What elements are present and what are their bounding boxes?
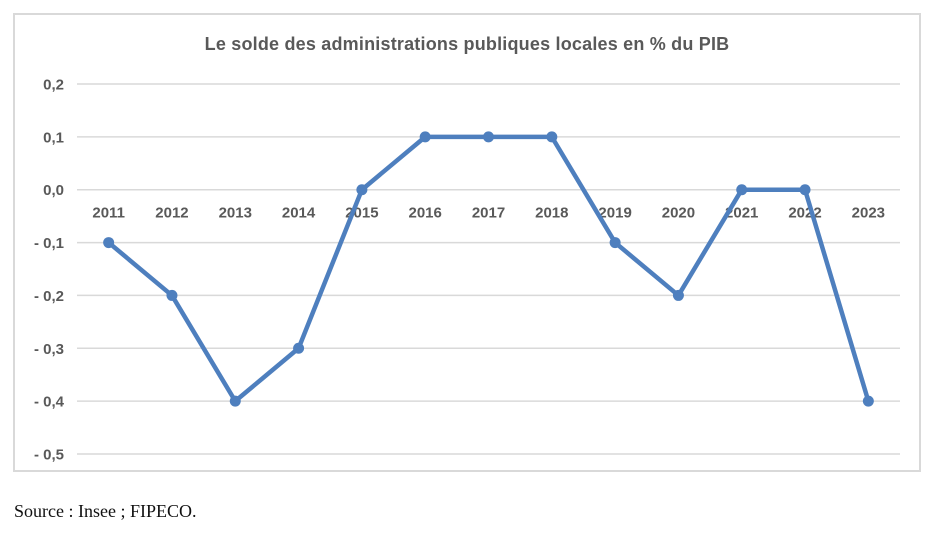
data-point-marker <box>229 395 241 407</box>
y-tick-label: 0,1 <box>43 129 64 146</box>
x-tick-label: 2021 <box>725 205 758 222</box>
x-tick-label: 2023 <box>852 205 885 222</box>
y-tick-label: 0,0 <box>43 182 64 199</box>
chart-title: Le solde des administrations publiques l… <box>204 34 730 54</box>
y-tick-label: - 0,1 <box>34 235 64 252</box>
data-point-marker <box>546 131 558 143</box>
x-tick-label: 2012 <box>155 205 188 222</box>
data-point-marker <box>672 289 684 301</box>
x-tick-label: 2018 <box>535 205 568 222</box>
data-line <box>106 134 871 404</box>
x-tick-label: 2014 <box>282 205 316 222</box>
source-note: Source : Insee ; FIPECO. <box>14 501 197 521</box>
x-tick-label: 2019 <box>598 205 631 222</box>
data-point-marker <box>736 184 748 196</box>
x-tick-label: 2022 <box>788 205 821 222</box>
line-chart-plot-area: 0,2 0,1 0,0 - 0,1 - 0,2 - 0,3 - 0,4 - 0,5 2011 20… <box>34 77 900 464</box>
data-point-marker <box>799 184 811 196</box>
y-tick-label: - 0,4 <box>34 394 65 411</box>
x-tick-label: 2013 <box>219 205 252 222</box>
data-point-marker <box>419 131 431 143</box>
y-tick-label: - 0,5 <box>34 447 64 464</box>
data-point-marker <box>293 342 305 354</box>
y-tick-label: - 0,2 <box>34 288 64 305</box>
data-point-marker <box>103 237 115 249</box>
x-tick-label: 2017 <box>472 205 505 222</box>
data-point-marker <box>862 395 874 407</box>
data-point-marker <box>356 184 368 196</box>
x-tick-label: 2020 <box>662 205 695 222</box>
y-tick-label: 0,2 <box>43 77 64 94</box>
x-tick-label: 2011 <box>92 205 125 222</box>
data-point-marker <box>483 131 494 143</box>
x-tick-label: 2016 <box>409 205 442 222</box>
y-tick-label: - 0,3 <box>34 341 64 358</box>
chart-frame: Le solde des administrations publiques l… <box>13 13 921 472</box>
data-point-marker <box>609 237 621 249</box>
data-point-marker <box>166 289 178 301</box>
